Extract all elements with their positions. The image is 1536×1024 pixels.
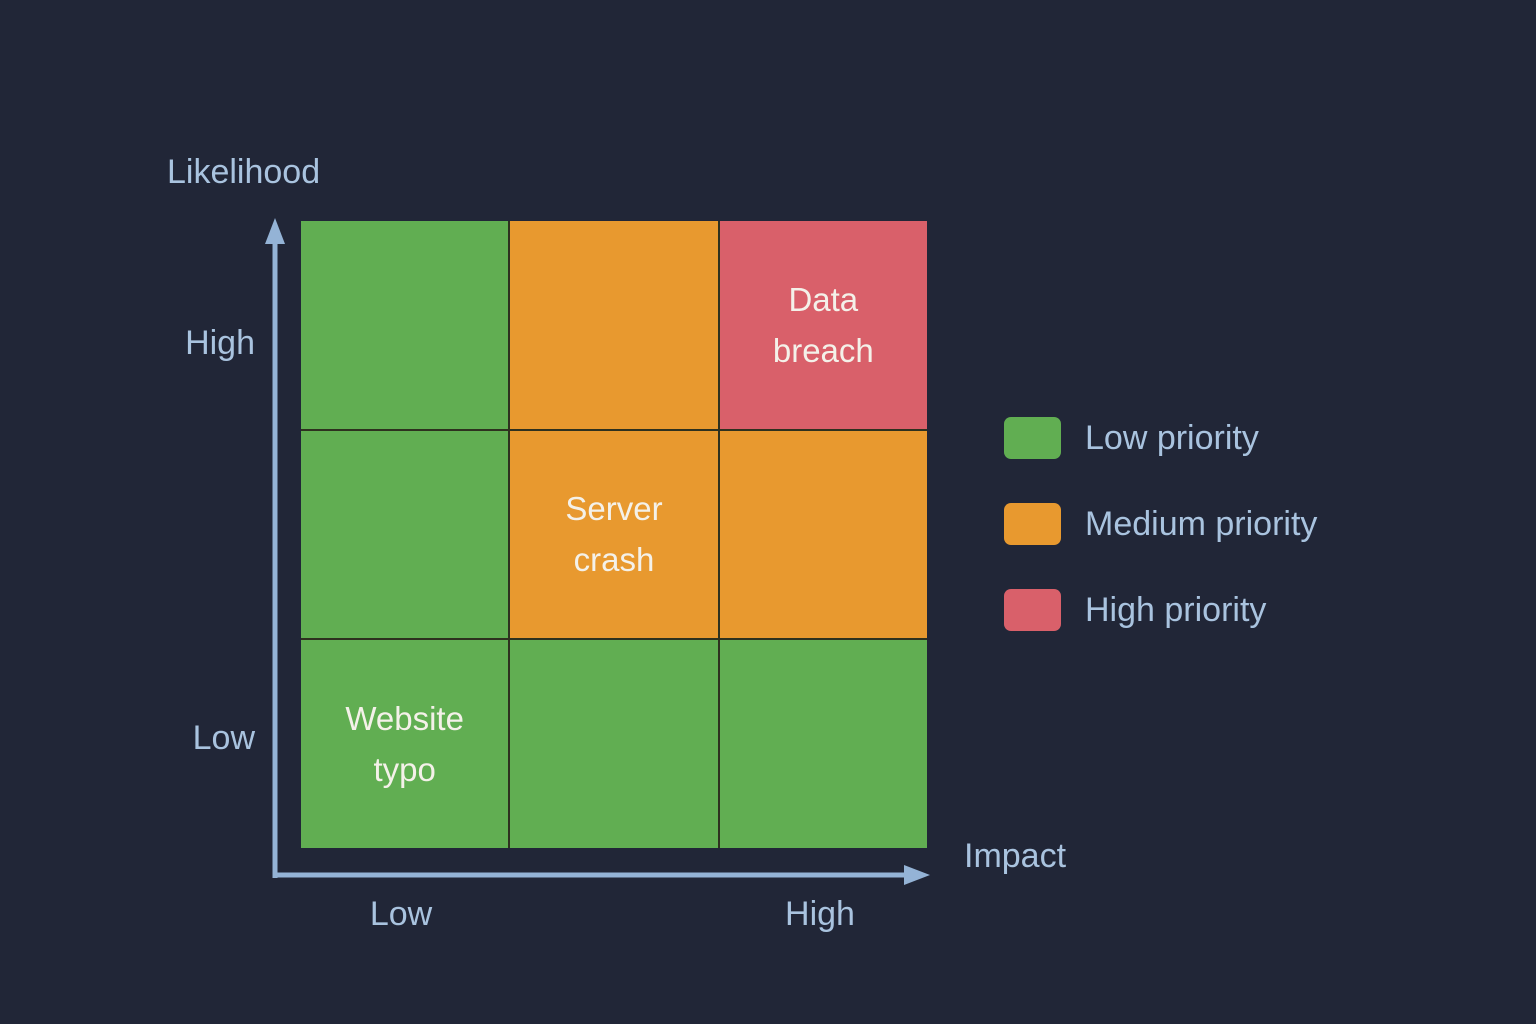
matrix-cell-r0c0 (301, 221, 509, 429)
matrix-cell-r2c0: Website typo (301, 640, 509, 848)
legend-label-low: Low priority (1085, 418, 1259, 457)
matrix-cell-r0c2: Data breach (719, 221, 927, 429)
y-axis-title: Likelihood (167, 153, 321, 191)
legend: Low priority Medium priority High priori… (1004, 417, 1317, 675)
matrix-cell-r1c1: Server crash (510, 430, 718, 639)
legend-label-high: High priority (1085, 590, 1267, 629)
legend-label-medium: Medium priority (1085, 504, 1318, 543)
x-axis-title: Impact (964, 837, 1067, 875)
matrix-cell-r0c1 (510, 221, 718, 429)
legend-swatch-low (1004, 417, 1061, 459)
cell-label: Website typo (345, 700, 464, 789)
legend-item-high: High priority (1004, 589, 1317, 631)
matrix-cell-r2c2 (719, 640, 927, 848)
legend-item-low: Low priority (1004, 417, 1317, 459)
legend-swatch-high (1004, 589, 1061, 631)
matrix-cell-r1c0 (301, 430, 509, 639)
y-tick-low: Low (192, 719, 255, 757)
matrix-cell-r1c2 (719, 430, 927, 639)
legend-item-medium: Medium priority (1004, 503, 1317, 545)
matrix-grid: Data breach Server crash Website typo (301, 221, 927, 848)
x-tick-high: High (785, 895, 855, 933)
matrix-cell-r2c1 (510, 640, 718, 848)
y-tick-high: High (185, 324, 255, 362)
cell-label: Server crash (565, 490, 663, 579)
y-axis-arrow (265, 218, 285, 878)
legend-swatch-medium (1004, 503, 1061, 545)
x-axis-arrow (272, 865, 930, 885)
cell-label: Data breach (772, 280, 874, 369)
x-tick-low: Low (369, 895, 433, 933)
